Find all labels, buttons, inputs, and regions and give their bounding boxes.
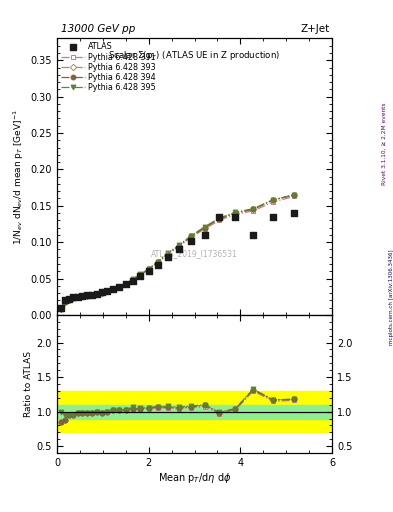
Point xyxy=(99,288,105,296)
Point xyxy=(84,291,90,300)
Point xyxy=(75,292,81,301)
Text: Z+Jet: Z+Jet xyxy=(300,24,329,34)
X-axis label: Mean p$_T$/d$\eta$ d$\phi$: Mean p$_T$/d$\eta$ d$\phi$ xyxy=(158,471,231,485)
Point xyxy=(70,293,76,302)
Text: mcplots.cern.ch [arXiv:1306.3436]: mcplots.cern.ch [arXiv:1306.3436] xyxy=(389,249,393,345)
Y-axis label: Ratio to ATLAS: Ratio to ATLAS xyxy=(24,351,33,417)
Text: Rivet 3.1.10, ≥ 2.2M events: Rivet 3.1.10, ≥ 2.2M events xyxy=(382,102,387,185)
Point xyxy=(130,278,136,286)
Point xyxy=(155,261,161,269)
Point xyxy=(66,295,72,303)
Point xyxy=(176,245,182,253)
Point xyxy=(216,214,222,222)
Text: ATLAS_2019_I1736531: ATLAS_2019_I1736531 xyxy=(151,249,238,259)
Point xyxy=(145,267,152,275)
Point xyxy=(202,231,208,239)
Point xyxy=(79,292,85,300)
Point xyxy=(94,290,100,298)
Text: 13000 GeV pp: 13000 GeV pp xyxy=(61,24,135,34)
Point xyxy=(232,212,239,221)
Point xyxy=(62,296,68,305)
Point xyxy=(250,231,256,239)
Point xyxy=(116,283,122,291)
Point xyxy=(123,280,129,288)
Legend: ATLAS, Pythia 6.428 391, Pythia 6.428 393, Pythia 6.428 394, Pythia 6.428 395: ATLAS, Pythia 6.428 391, Pythia 6.428 39… xyxy=(59,41,158,94)
Point xyxy=(137,272,143,281)
Point xyxy=(89,290,95,298)
Point xyxy=(270,212,276,221)
Point xyxy=(57,304,64,312)
Point xyxy=(291,209,298,217)
Point xyxy=(165,253,171,262)
Point xyxy=(188,237,195,245)
Y-axis label: 1/N$_{ev}$ dN$_{ev}$/d mean p$_T$ [GeV]$^{-1}$: 1/N$_{ev}$ dN$_{ev}$/d mean p$_T$ [GeV]$… xyxy=(12,109,26,245)
Point xyxy=(110,285,116,293)
Text: Scalar $\Sigma$(p$_T$) (ATLAS UE in Z production): Scalar $\Sigma$(p$_T$) (ATLAS UE in Z pr… xyxy=(108,50,281,62)
Point xyxy=(104,287,110,295)
